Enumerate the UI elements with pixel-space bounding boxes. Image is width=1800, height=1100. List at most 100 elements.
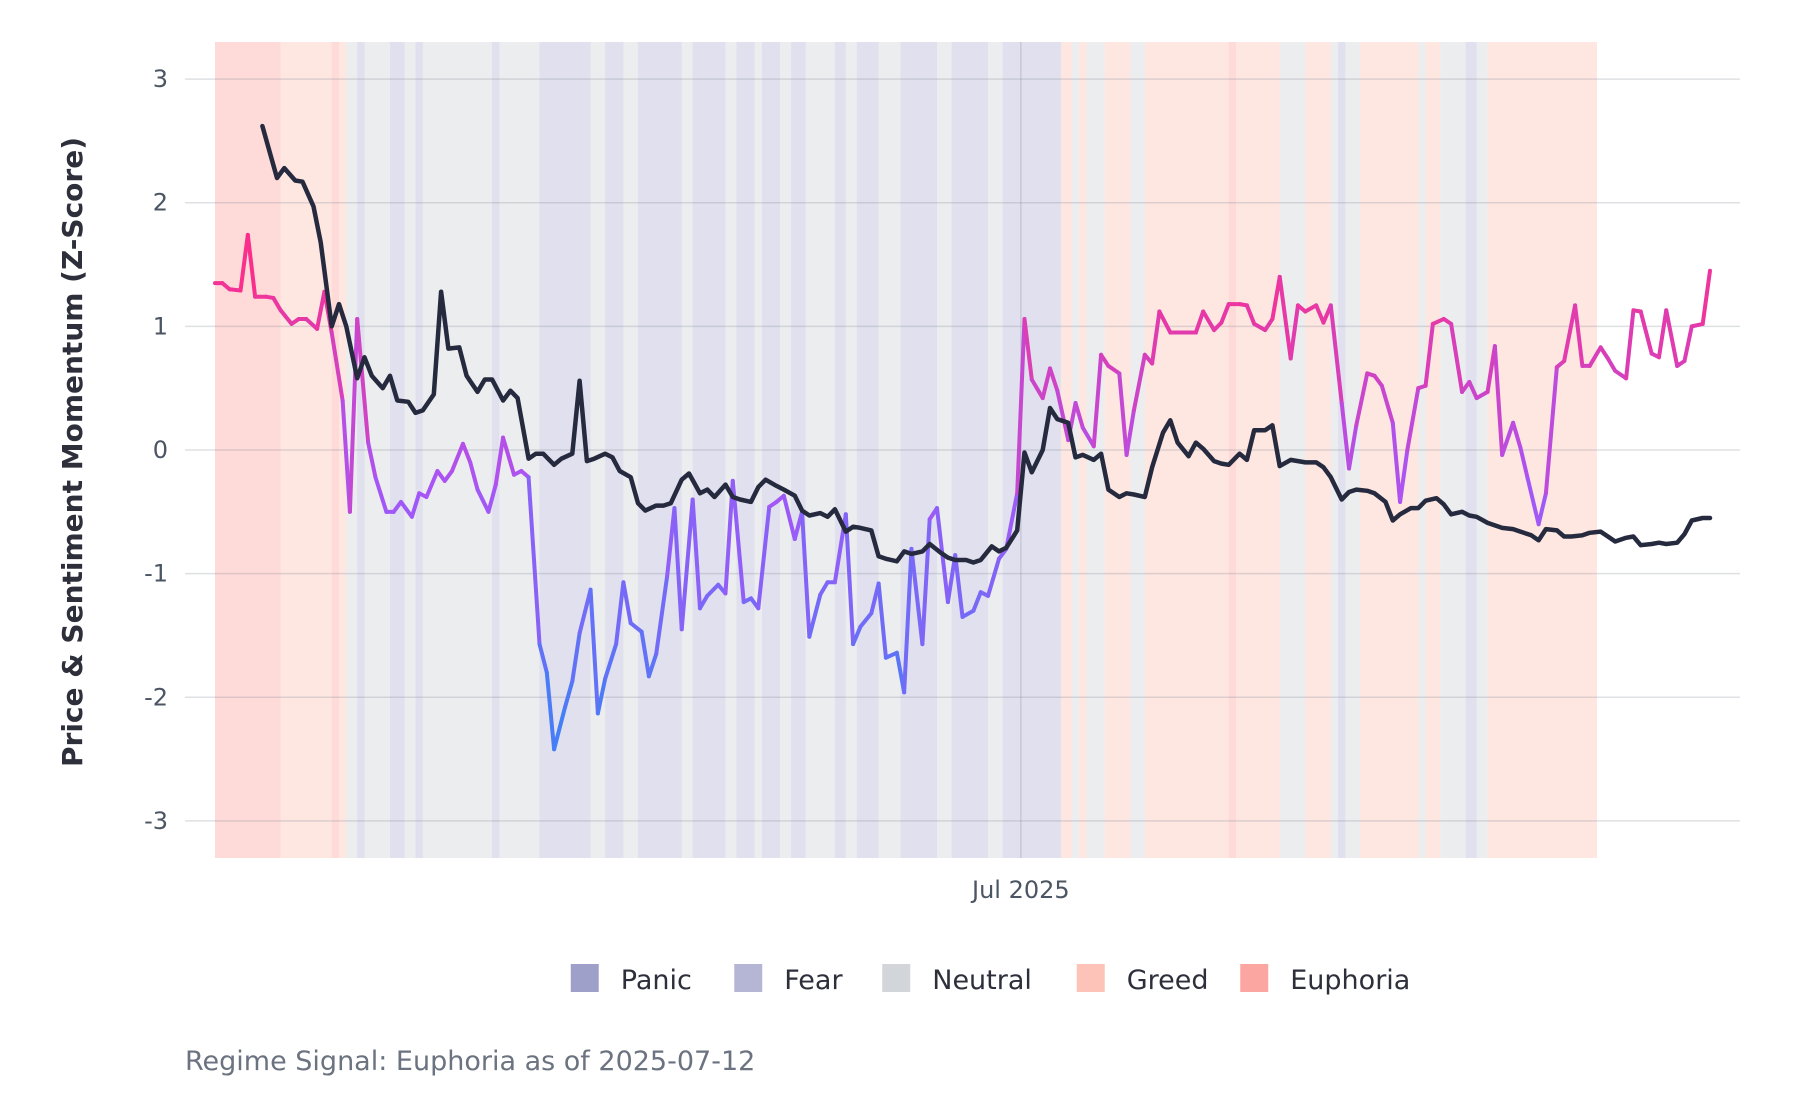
x-tick-label: Jul 2025 (970, 876, 1070, 904)
sentiment-line-segment (1244, 303, 1257, 326)
sentiment-line-segment (1193, 309, 1206, 335)
sentiment-line-segment (1543, 365, 1559, 496)
sentiment-line-segment (1638, 309, 1654, 356)
sentiment-line-segment (1106, 363, 1122, 376)
sentiment-line-segment (1080, 425, 1096, 449)
series-lines (213, 123, 1713, 752)
regime-band-neutral (754, 42, 762, 858)
regime-band-fear (390, 42, 405, 858)
sentiment-line-segment (902, 546, 914, 695)
sentiment-line-segment (1219, 302, 1231, 325)
sentiment-line-segment (1500, 420, 1516, 457)
sentiment-line-segment (1015, 316, 1027, 496)
sentiment-line-segment (818, 580, 830, 597)
sentiment-line-segment (1518, 445, 1530, 481)
regime-band-neutral (936, 42, 952, 858)
regime-band-greed (1144, 42, 1160, 858)
legend-item-euphoria: Euphoria (1240, 964, 1410, 996)
sentiment-line-segment (1048, 366, 1060, 393)
sentiment-line-segment (679, 497, 695, 632)
legend-label: Fear (784, 965, 843, 996)
sentiment-line-segment (1492, 344, 1505, 457)
legend-swatch (570, 964, 599, 992)
sentiment-line-segment (442, 469, 455, 483)
regime-band-neutral (1086, 42, 1105, 858)
regime-band-greed (1396, 42, 1404, 858)
regime-band-neutral (1130, 42, 1145, 858)
sentiment-line-segment (1354, 371, 1370, 428)
legend-label: Panic (621, 965, 692, 996)
y-axis-label: Price & Sentiment Momentum (Z-Score) (56, 137, 89, 767)
sentiment-line-segment (373, 475, 389, 514)
sentiment-line-segment (1624, 308, 1636, 381)
regime-band-fear (357, 42, 365, 858)
sentiment-line-segment (614, 580, 626, 647)
sentiment-line-segment (621, 580, 633, 626)
sentiment-line-segment (730, 478, 746, 605)
sentiment-line-segment (238, 232, 250, 293)
sentiment-line-segment (1430, 316, 1446, 326)
sentiment-line-segment (486, 482, 498, 514)
sentiment-line-segment (1022, 316, 1034, 382)
sentiment-line-segment (1511, 420, 1523, 450)
sentiment-line-segment (690, 497, 702, 611)
regime-band-fear (539, 42, 591, 858)
sentiment-line-segment (971, 590, 983, 613)
sentiment-line-segment (1004, 491, 1020, 551)
sentiment-line-segment (424, 469, 440, 499)
regime-band-greed (1235, 42, 1280, 858)
sentiment-line-segment (563, 679, 575, 710)
regime-band-neutral (1476, 42, 1488, 858)
regime-band-greed (1079, 42, 1087, 858)
sentiment-line-segment (1029, 377, 1045, 401)
regime-band-fear (951, 42, 989, 858)
regime-band-neutral (623, 42, 638, 858)
regime-band-fear (605, 42, 624, 858)
sentiment-line-segment (570, 630, 582, 684)
y-tick-label: -2 (144, 683, 168, 711)
sentiment-line-segment (909, 546, 925, 647)
sentiment-line-segment (398, 499, 414, 519)
legend-item-panic: Panic (570, 964, 692, 996)
sentiment-line-segment (329, 330, 345, 403)
regime-band-greed (338, 42, 347, 858)
legend-swatch (734, 964, 763, 992)
sentiment-line-segment (1131, 352, 1147, 413)
sentiment-line-segment (1587, 345, 1603, 368)
legend-item-fear: Fear (734, 964, 843, 996)
sentiment-line-segment (1664, 308, 1680, 368)
sentiment-line-segment (493, 435, 506, 487)
sentiment-line-segment (1117, 371, 1129, 457)
sentiment-line-segment (595, 676, 608, 716)
sentiment-line-segment (1598, 345, 1610, 361)
regime-band-neutral (780, 42, 792, 858)
sentiment-line-segment (628, 621, 644, 634)
regime-band-fear (761, 42, 781, 858)
regime-band-greed (1359, 42, 1397, 858)
sentiment-line-segment (315, 289, 327, 331)
sentiment-line-segment (1091, 352, 1104, 449)
regime-bands (215, 42, 1597, 858)
sentiment-line-segment (1201, 309, 1217, 333)
sentiment-line-segment (460, 441, 473, 465)
sentiment-line-segment (1347, 423, 1359, 471)
y-tick-label: 0 (153, 436, 168, 464)
legend-label: Greed (1127, 965, 1209, 996)
sentiment-line-segment (1398, 448, 1410, 504)
regime-band-greed (1060, 42, 1072, 858)
sentiment-line-segment (639, 629, 651, 679)
axes: 3 2 1 0 -1 -2 -3 Jul 2025 (144, 65, 1070, 904)
sentiment-line-segment (920, 517, 932, 647)
sentiment-line-segment (577, 587, 593, 635)
regime-band-neutral (845, 42, 857, 858)
regime-signal-caption: Regime Signal: Euphoria as of 2025-07-12 (185, 1046, 755, 1077)
sentiment-line-segment (304, 316, 320, 331)
sentiment-line-segment (654, 574, 670, 656)
sentiment-line-segment (1449, 321, 1465, 394)
sentiment-line-segment (450, 441, 465, 474)
sentiment-line-segment (1314, 303, 1326, 325)
sentiment-line-segment (1700, 268, 1712, 326)
sentiment-line-segment (603, 642, 619, 681)
sentiment-line-segment (1263, 316, 1275, 333)
